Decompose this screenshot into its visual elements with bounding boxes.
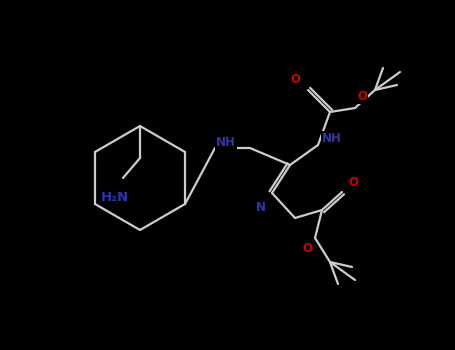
Text: H₂N: H₂N: [101, 191, 129, 204]
Text: O: O: [348, 176, 358, 189]
Text: O: O: [302, 242, 312, 255]
Text: NH: NH: [216, 136, 236, 149]
Text: O: O: [290, 73, 300, 86]
Text: NH: NH: [322, 133, 342, 146]
Text: N: N: [256, 201, 266, 214]
Text: O: O: [357, 90, 367, 103]
